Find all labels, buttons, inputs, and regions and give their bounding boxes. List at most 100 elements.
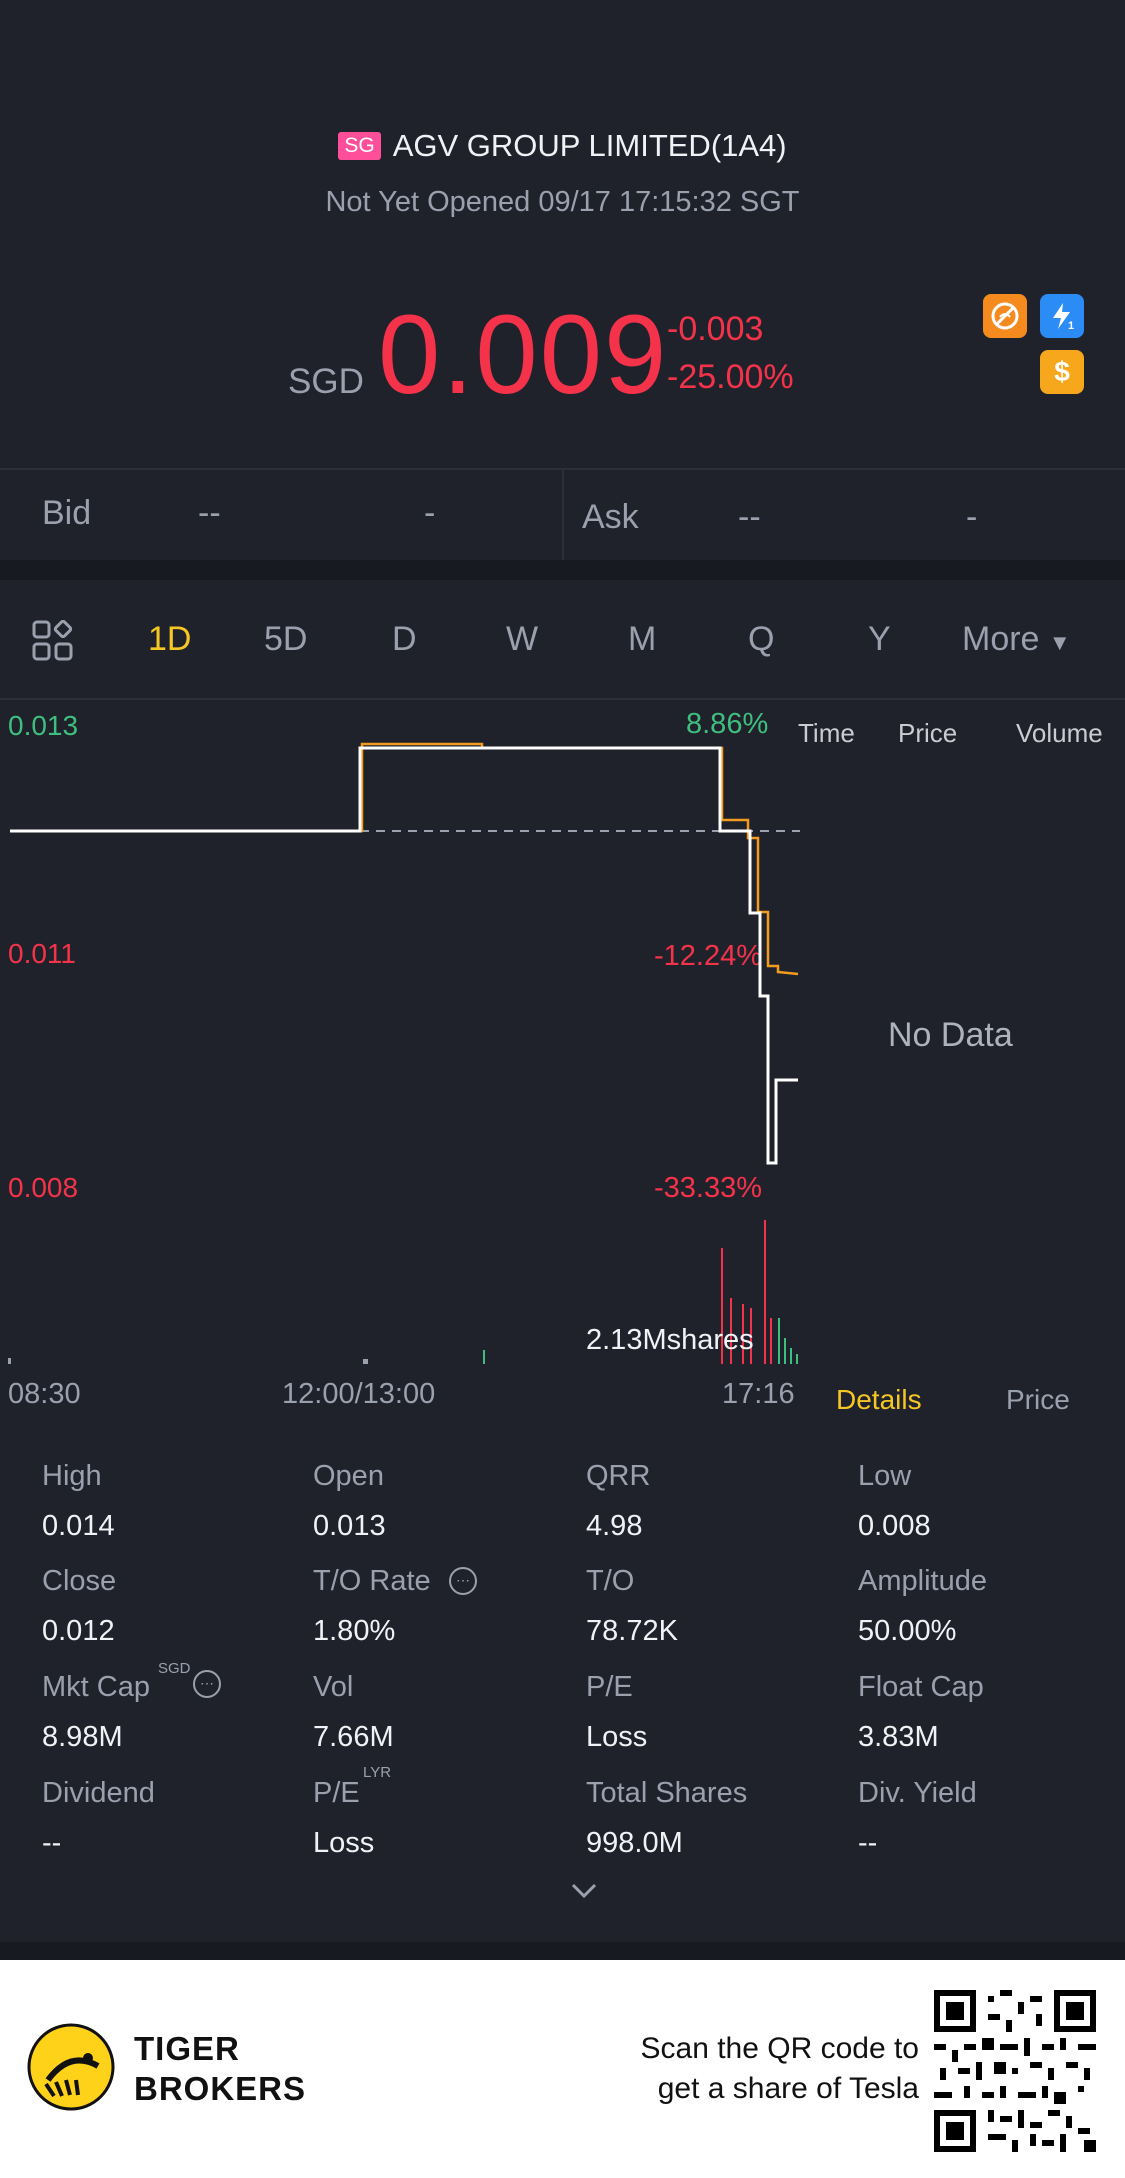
section-separator xyxy=(0,560,1125,580)
stat-value: 7.66M xyxy=(313,1721,394,1753)
y-label-top: 0.013 xyxy=(8,710,79,741)
svg-text:1: 1 xyxy=(1068,320,1074,332)
tab-q[interactable]: Q xyxy=(748,620,775,658)
stat-value: Loss xyxy=(586,1721,648,1753)
period-tabs: 1D 5D D W M Q Y More ▼ xyxy=(0,580,1125,700)
volume-bar xyxy=(770,1318,772,1364)
volume-label: 2.13Mshares xyxy=(586,1324,754,1356)
stat-label: QRR xyxy=(586,1460,651,1492)
layout-grid-icon[interactable] xyxy=(32,619,74,667)
price-change-pct: -25.00% xyxy=(667,358,794,396)
pct-label-mid: -12.24% xyxy=(654,940,763,972)
pe-lyr-tag: LYR xyxy=(363,1764,392,1781)
promo-text-line2: get a share of Tesla xyxy=(657,2072,919,2105)
volume-bar xyxy=(784,1338,786,1364)
x-label-lunch: 12:00/13:00 xyxy=(282,1378,436,1410)
stat-value: 0.008 xyxy=(858,1510,931,1542)
stat-value: 8.98M xyxy=(42,1721,123,1753)
volume-bar xyxy=(8,1358,11,1364)
promo-text-line1: Scan the QR code to xyxy=(640,2032,920,2065)
bid-ask-bar: Bid -- - Ask -- - xyxy=(0,468,1125,564)
stat-label: Float Cap xyxy=(858,1671,984,1703)
tab-more[interactable]: More ▼ xyxy=(962,620,1071,659)
tab-m[interactable]: M xyxy=(628,620,657,658)
tab-d[interactable]: D xyxy=(392,620,417,658)
tick-header-time: Time xyxy=(798,718,855,748)
tab-more-label: More xyxy=(962,620,1040,658)
volume-bar xyxy=(764,1220,766,1364)
ask-price: -- xyxy=(738,498,761,536)
bid-label: Bid xyxy=(42,494,92,532)
stock-title: SG AGV GROUP LIMITED(1A4) xyxy=(0,128,1125,164)
tick-no-data: No Data xyxy=(888,1016,1013,1054)
last-price: 0.009 xyxy=(378,292,669,417)
section-separator xyxy=(0,1942,1125,1960)
tiger-logo-icon xyxy=(26,2022,116,2117)
volume-bar xyxy=(483,1350,485,1364)
price-change: -0.003 xyxy=(667,310,764,348)
stat-value: 0.012 xyxy=(42,1615,115,1647)
no-margin-icon[interactable] xyxy=(983,294,1027,338)
more-info-icon[interactable]: ⋯ xyxy=(449,1567,477,1595)
stat-value: 3.83M xyxy=(858,1721,939,1753)
pct-label-top: 8.86% xyxy=(686,708,769,740)
stat-value: 50.00% xyxy=(858,1615,957,1647)
dollar-icon[interactable]: $ xyxy=(1040,350,1084,394)
intraday-chart[interactable] xyxy=(0,698,810,1378)
volume-bar xyxy=(778,1318,780,1364)
volume-bar xyxy=(790,1348,792,1364)
chevron-down-icon: ▼ xyxy=(1048,630,1071,655)
stat-label: Dividend xyxy=(42,1777,155,1809)
stat-value: 78.72K xyxy=(586,1615,678,1647)
stock-name: AGV GROUP LIMITED(1A4) xyxy=(392,128,787,163)
tab-price[interactable]: Price xyxy=(1006,1384,1070,1415)
average-price-line xyxy=(10,742,799,976)
stat-label: Open xyxy=(313,1460,384,1492)
quote-header: SG AGV GROUP LIMITED(1A4) Not Yet Opened … xyxy=(0,0,1125,468)
y-label-bottom: 0.008 xyxy=(8,1172,79,1203)
price-line xyxy=(10,746,798,1165)
stat-label: P/E xyxy=(313,1777,360,1809)
expand-chevron-icon[interactable] xyxy=(570,1882,598,1905)
stat-value: -- xyxy=(42,1827,62,1859)
promo-footer: TIGER BROKERS Scan the QR code to get a … xyxy=(0,1960,1125,2178)
tab-5d[interactable]: 5D xyxy=(264,620,308,658)
tab-y[interactable]: Y xyxy=(868,620,891,658)
tab-w[interactable]: W xyxy=(506,620,539,658)
pct-label-bottom: -33.33% xyxy=(654,1172,763,1204)
volume-bar xyxy=(796,1354,798,1364)
market-badge: SG xyxy=(338,132,381,160)
ask-size: - xyxy=(966,498,978,536)
tab-1d[interactable]: 1D xyxy=(148,620,192,658)
mkt-cap-currency: SGD xyxy=(158,1660,191,1677)
x-label-now: 17:16 xyxy=(722,1378,795,1410)
stat-value: 0.013 xyxy=(313,1510,386,1542)
stat-label: Amplitude xyxy=(858,1565,987,1597)
tick-header-price: Price xyxy=(898,718,958,748)
stat-label: T/O xyxy=(586,1565,635,1597)
stat-label: Total Shares xyxy=(586,1777,748,1809)
stat-value: Loss xyxy=(313,1827,375,1859)
volume-bar xyxy=(721,1248,723,1364)
stat-label: High xyxy=(42,1460,102,1492)
stat-value: -- xyxy=(858,1827,878,1859)
volume-bar xyxy=(730,1298,732,1364)
qr-code-icon[interactable] xyxy=(934,1990,1096,2152)
volume-bar xyxy=(750,1308,752,1364)
tab-details[interactable]: Details xyxy=(836,1384,922,1415)
volume-bars xyxy=(8,1220,798,1364)
stat-value: 0.014 xyxy=(42,1510,115,1542)
bid-price: -- xyxy=(198,494,221,532)
market-status: Not Yet Opened 09/17 17:15:32 SGT xyxy=(325,186,800,218)
stat-label: T/O Rate xyxy=(313,1565,431,1597)
stat-label: Mkt Cap xyxy=(42,1671,150,1703)
bid-size: - xyxy=(424,494,436,532)
tick-header-volume: Volume xyxy=(1016,718,1103,748)
more-info-icon[interactable]: ⋯ xyxy=(193,1670,221,1698)
stat-value: 4.98 xyxy=(586,1510,643,1542)
stat-label: Close xyxy=(42,1565,117,1597)
level1-lightning-icon[interactable]: 1 xyxy=(1040,294,1084,338)
stat-label: Div. Yield xyxy=(858,1777,977,1809)
volume-bar xyxy=(363,1359,368,1364)
price-currency: SGD xyxy=(288,362,364,401)
